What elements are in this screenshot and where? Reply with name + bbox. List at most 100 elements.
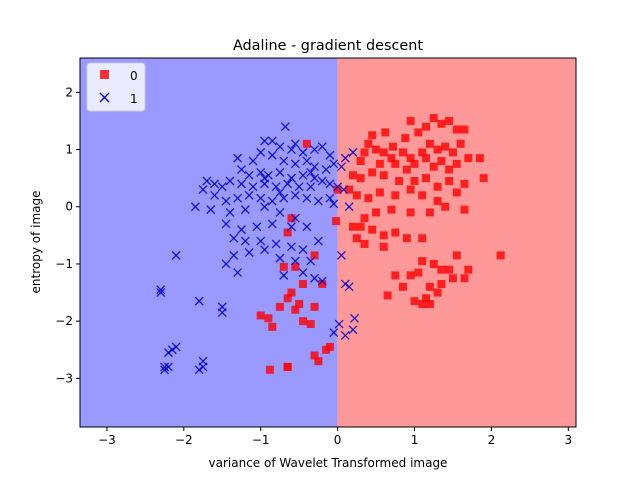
data-point-class-0	[372, 145, 381, 154]
data-point-class-1	[302, 222, 312, 232]
data-point-class-1	[256, 167, 266, 177]
x-tick-label: 1	[411, 433, 419, 447]
data-point-class-1	[248, 182, 258, 192]
data-point-class-0	[429, 162, 438, 171]
data-point-class-0	[388, 142, 397, 151]
data-point-class-0	[475, 154, 484, 163]
data-point-class-1	[267, 136, 277, 146]
data-point-class-1	[198, 362, 208, 372]
data-point-class-1	[244, 170, 254, 180]
region-class-1	[80, 58, 338, 427]
data-point-class-1	[221, 196, 231, 206]
data-point-class-1	[310, 162, 320, 172]
data-point-class-0	[283, 228, 292, 237]
y-tick-label: 1	[65, 143, 73, 157]
data-point-class-0	[379, 171, 388, 180]
data-point-class-0	[391, 228, 400, 237]
data-point-class-1	[340, 279, 350, 289]
data-point-class-1	[275, 253, 285, 263]
data-point-class-1	[310, 145, 320, 154]
data-point-class-1	[233, 193, 243, 203]
data-point-class-0	[306, 320, 315, 329]
data-point-class-1	[194, 296, 204, 306]
data-point-class-0	[460, 205, 469, 214]
data-point-class-1	[325, 179, 335, 189]
data-point-class-0	[429, 259, 438, 268]
data-point-class-1	[329, 199, 339, 209]
data-point-class-1	[302, 156, 312, 166]
x-tick-label: −2	[175, 433, 193, 447]
data-point-class-0	[379, 148, 388, 157]
data-point-class-0	[452, 125, 461, 134]
data-point-class-0	[391, 159, 400, 168]
legend-label-0: 0	[130, 69, 138, 83]
data-point-class-1	[290, 190, 300, 200]
data-point-class-1	[298, 170, 308, 180]
y-tick-label: −3	[55, 371, 73, 385]
legend-marker-x	[99, 92, 110, 103]
data-point-class-0	[422, 294, 431, 303]
data-point-class-0	[360, 214, 369, 223]
data-point-class-0	[291, 305, 300, 314]
data-point-class-1	[313, 236, 323, 246]
data-point-class-1	[267, 196, 277, 206]
data-point-class-1	[344, 282, 354, 292]
data-point-class-1	[317, 276, 327, 286]
data-point-class-0	[379, 231, 388, 240]
data-point-class-0	[445, 265, 454, 274]
data-point-class-0	[375, 188, 384, 197]
data-point-class-0	[452, 188, 461, 197]
y-tick-label: −1	[55, 257, 73, 271]
data-point-class-1	[325, 193, 335, 203]
data-point-class-1	[321, 165, 331, 175]
data-point-class-0	[422, 174, 431, 183]
data-point-class-1	[206, 205, 216, 215]
x-tick-label: 3	[564, 433, 572, 447]
data-point-class-0	[375, 159, 384, 168]
data-point-class-1	[317, 142, 327, 152]
data-point-class-0	[437, 265, 446, 274]
data-point-class-0	[464, 265, 473, 274]
data-point-class-1	[275, 167, 285, 177]
data-point-class-0	[460, 125, 469, 134]
data-point-class-0	[410, 177, 419, 185]
data-point-class-1	[221, 259, 231, 269]
region-class-0	[337, 58, 576, 427]
data-point-class-1	[287, 145, 296, 154]
data-point-class-0	[287, 214, 296, 223]
data-point-class-1	[171, 342, 181, 352]
data-point-class-0	[348, 222, 357, 231]
data-point-class-0	[345, 185, 354, 194]
data-point-class-1	[283, 179, 293, 189]
data-point-class-1	[244, 248, 254, 257]
data-point-class-0	[437, 119, 446, 128]
scatter-points	[156, 114, 505, 375]
data-point-class-0	[414, 268, 423, 277]
data-point-class-1	[156, 288, 166, 298]
data-point-class-1	[237, 165, 246, 175]
data-point-class-0	[406, 116, 415, 125]
data-point-class-1	[350, 313, 359, 323]
data-point-class-0	[283, 362, 292, 371]
data-point-class-0	[310, 302, 319, 311]
data-point-class-0	[356, 222, 365, 231]
data-point-class-1	[229, 250, 239, 260]
data-point-class-0	[460, 274, 469, 283]
data-point-class-0	[406, 208, 415, 217]
data-point-class-0	[265, 365, 274, 374]
data-point-class-0	[422, 154, 431, 163]
data-point-class-1	[163, 362, 173, 372]
data-point-class-0	[445, 177, 454, 185]
data-point-class-1	[217, 182, 227, 192]
data-point-class-1	[290, 256, 300, 266]
data-point-class-1	[233, 153, 243, 163]
data-point-class-0	[398, 148, 407, 157]
data-point-class-1	[163, 348, 173, 358]
data-point-class-1	[290, 159, 300, 169]
data-point-class-0	[368, 225, 377, 234]
data-point-class-1	[156, 285, 166, 295]
data-point-class-1	[302, 193, 312, 203]
data-point-class-1	[256, 147, 266, 157]
data-point-class-1	[298, 147, 308, 157]
data-point-class-1	[294, 182, 304, 192]
